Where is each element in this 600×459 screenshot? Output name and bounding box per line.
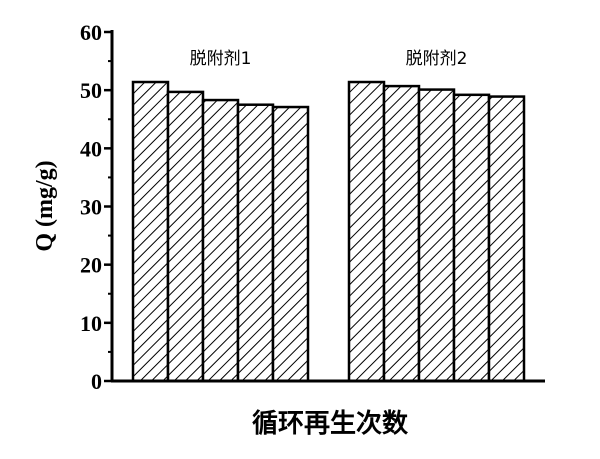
bar-series2-4 (452, 93, 491, 383)
y-tick-label: 60 (80, 20, 102, 45)
y-tick-label: 30 (80, 195, 102, 220)
y-axis-label: Q (mg/g) (32, 160, 58, 251)
series-label: 脱附剂1 (190, 49, 252, 69)
bar-series2-5 (487, 95, 526, 383)
bar-series2-1 (347, 80, 386, 383)
y-tick-label: 50 (80, 78, 102, 103)
bar-series2-2 (382, 84, 421, 383)
bar-series1-2 (166, 90, 205, 383)
bar-series2-3 (417, 88, 456, 383)
y-tick-label: 0 (91, 369, 102, 394)
bar-series1-1 (131, 80, 170, 383)
y-tick-label: 20 (80, 253, 102, 278)
bar-series1-4 (236, 103, 275, 383)
bar-series1-5 (271, 105, 310, 383)
x-axis-label: 循环再生次数 (252, 409, 409, 439)
y-tick-label: 40 (80, 136, 102, 161)
y-tick-label: 10 (80, 311, 102, 336)
series-label: 脱附剂2 (406, 49, 468, 69)
bar-series1-3 (201, 98, 240, 383)
